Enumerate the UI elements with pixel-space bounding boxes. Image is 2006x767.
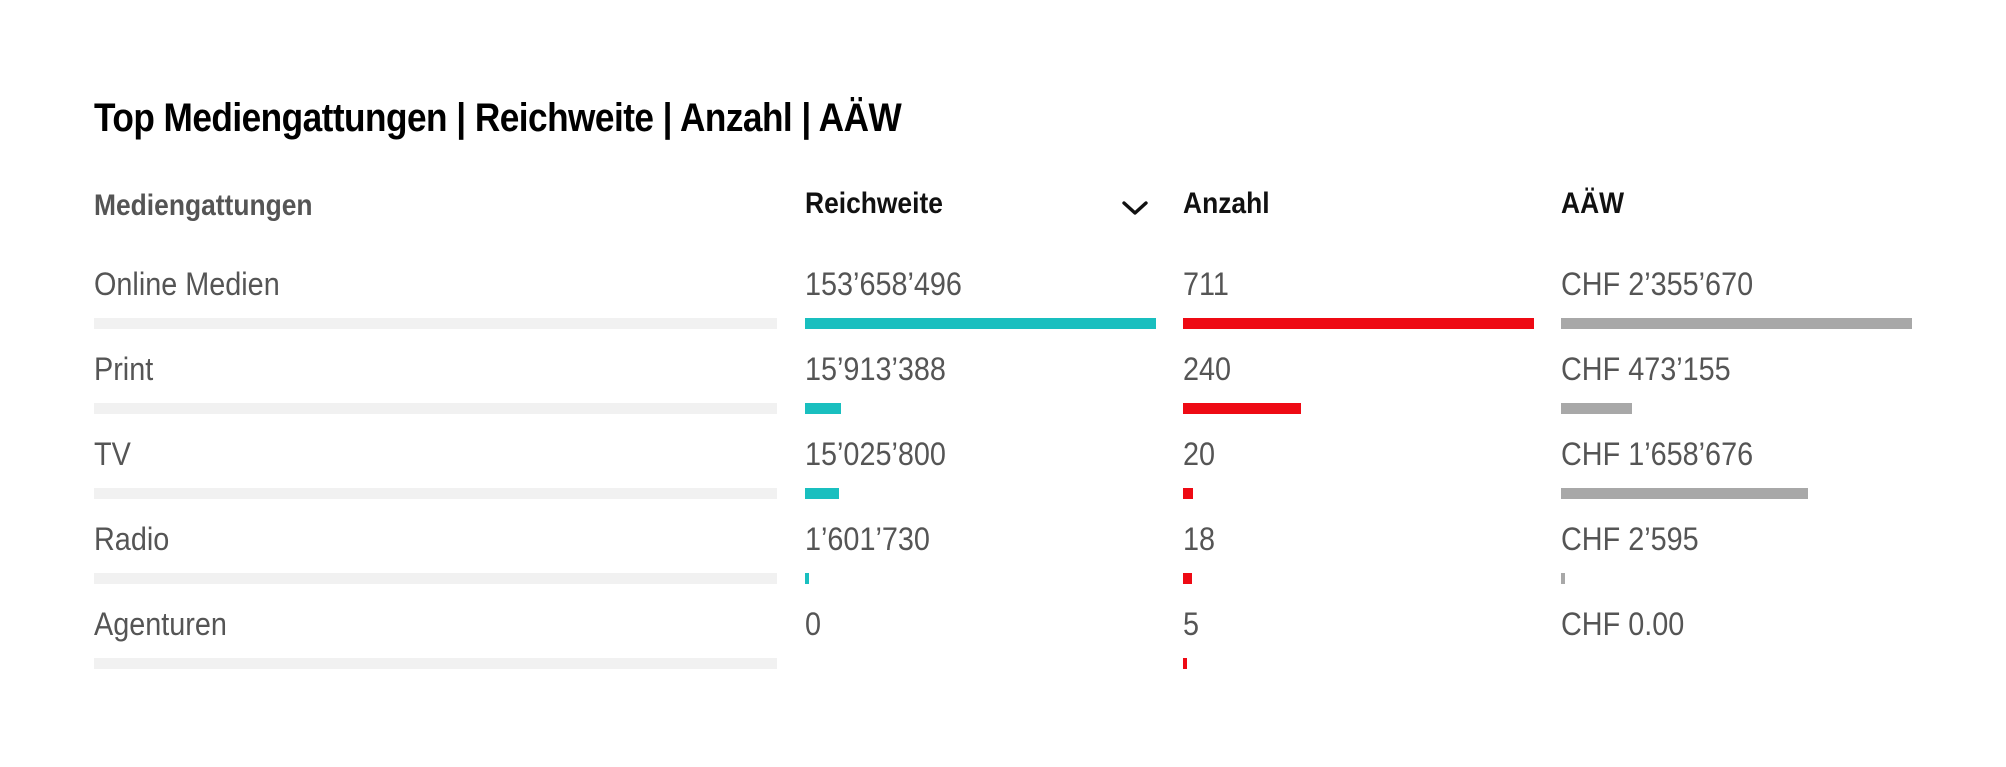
reach-bar <box>805 403 841 414</box>
column-header-count[interactable]: Anzahl <box>1183 187 1270 220</box>
aaw-value: CHF 2’595 <box>1561 521 1699 557</box>
chevron-down-icon <box>1122 201 1148 215</box>
count-bar <box>1183 658 1187 669</box>
row-track <box>94 403 777 414</box>
media-type-name: Online Medien <box>94 266 280 302</box>
aaw-bar <box>1561 403 1632 414</box>
reach-value: 153’658’496 <box>805 266 962 302</box>
media-type-name: Agenturen <box>94 606 227 642</box>
reach-bar <box>805 488 839 499</box>
reach-value: 0 <box>805 606 822 642</box>
row-track <box>94 318 777 329</box>
aaw-value: CHF 2’355’670 <box>1561 266 1754 302</box>
table-row: Agenturen 0 5 CHF 0.00 <box>94 602 1914 687</box>
column-header-aaw[interactable]: AÄW <box>1561 187 1625 220</box>
aaw-bar <box>1561 573 1565 584</box>
reach-value: 15’025’800 <box>805 436 946 472</box>
count-bar <box>1183 488 1193 499</box>
count-bar <box>1183 403 1301 414</box>
reach-value: 15’913’388 <box>805 351 946 387</box>
sort-reach-button[interactable] <box>1117 190 1153 226</box>
count-value: 5 <box>1183 606 1200 642</box>
row-track <box>94 658 777 669</box>
media-type-name: TV <box>94 436 131 472</box>
aaw-value: CHF 0.00 <box>1561 606 1685 642</box>
aaw-value: CHF 473’155 <box>1561 351 1731 387</box>
row-track <box>94 573 777 584</box>
media-type-name: Radio <box>94 521 170 557</box>
column-header-reach[interactable]: Reichweite <box>805 187 943 220</box>
reach-bar <box>805 573 809 584</box>
aaw-value: CHF 1’658’676 <box>1561 436 1754 472</box>
aaw-bar <box>1561 488 1808 499</box>
widget-title: Top Mediengattungen | Reichweite | Anzah… <box>94 96 902 140</box>
table-row: Online Medien 153’658’496 711 CHF 2’355’… <box>94 262 1914 347</box>
count-bar <box>1183 318 1534 329</box>
count-bar <box>1183 573 1192 584</box>
count-value: 711 <box>1183 266 1229 302</box>
table-row: TV 15’025’800 20 CHF 1’658’676 <box>94 432 1914 517</box>
media-type-name: Print <box>94 351 154 387</box>
reach-bar <box>805 318 1156 329</box>
table-row: Print 15’913’388 240 CHF 473’155 <box>94 347 1914 432</box>
count-value: 20 <box>1183 436 1216 472</box>
table-row: Radio 1’601’730 18 CHF 2’595 <box>94 517 1914 602</box>
reach-value: 1’601’730 <box>805 521 930 557</box>
aaw-bar <box>1561 318 1912 329</box>
count-value: 240 <box>1183 351 1232 387</box>
column-header-media-type[interactable]: Mediengattungen <box>94 189 313 222</box>
count-value: 18 <box>1183 521 1216 557</box>
row-track <box>94 488 777 499</box>
